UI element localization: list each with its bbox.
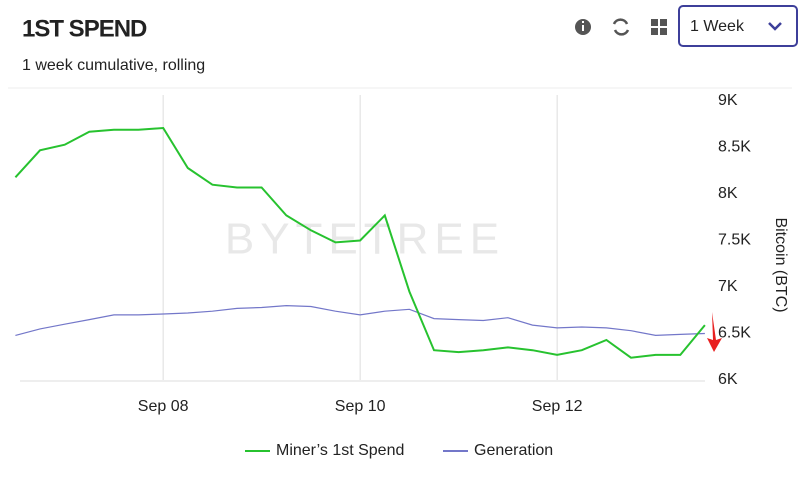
watermark: BYTETREE [225,215,505,264]
x-tick-label: Sep 10 [335,398,386,415]
series-line [15,304,705,337]
y-tick-label: 7.5K [718,232,751,249]
legend-label: Generation [474,442,553,459]
y-axis-title: Bitcoin (BTC) [772,217,789,312]
series-line [14,126,706,359]
y-tick-label: 6K [718,371,738,388]
y-tick-label: 6.5K [718,325,751,342]
y-tick-label: 8K [718,185,738,202]
x-tick-label: Sep 12 [532,398,583,415]
x-tick-label: Sep 08 [138,398,189,415]
info-icon[interactable] [575,19,591,35]
layout-icon[interactable] [651,19,667,35]
period-value: 1 Week [690,18,745,35]
y-tick-label: 9K [718,92,738,109]
legend-label: Miner’s 1st Spend [276,442,404,459]
widget-title: 1ST SPEND [22,15,147,42]
period-dropdown[interactable]: 1 Week [678,5,798,47]
refresh-icon[interactable] [612,18,630,36]
y-tick-label: 7K [718,278,738,295]
widget-subtitle: 1 week cumulative, rolling [22,57,205,74]
y-tick-label: 8.5K [718,139,751,156]
arrow-annotation [707,312,722,352]
